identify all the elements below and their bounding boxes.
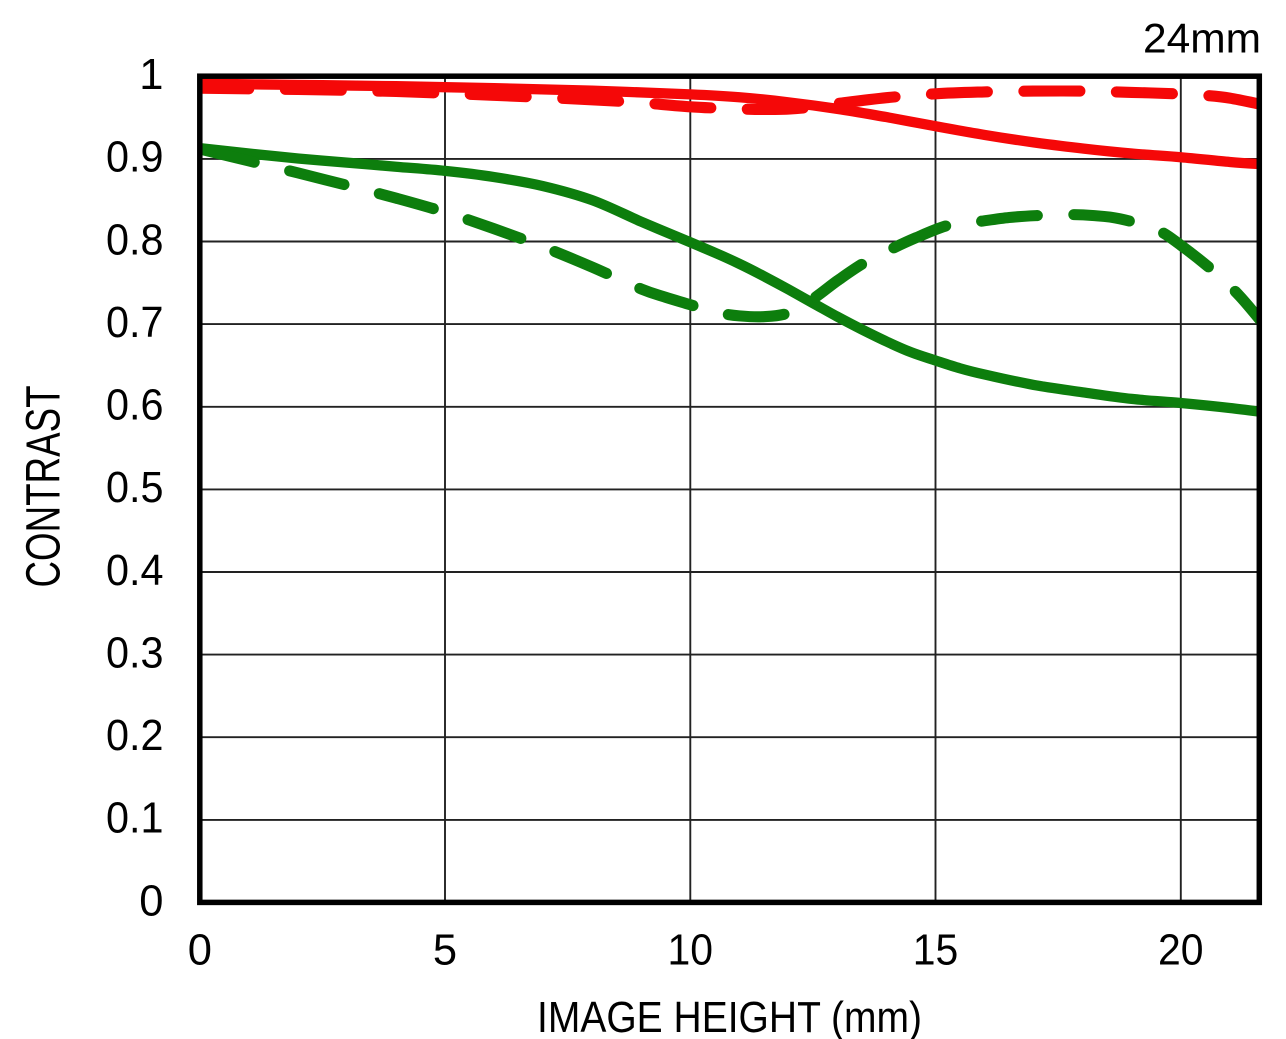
- svg-text:24mm: 24mm: [1143, 15, 1261, 62]
- svg-text:CONTRAST: CONTRAST: [18, 386, 71, 588]
- svg-text:5: 5: [433, 927, 457, 975]
- svg-text:0.1: 0.1: [106, 795, 164, 843]
- svg-text:0.9: 0.9: [106, 134, 164, 182]
- svg-text:0.6: 0.6: [106, 382, 164, 430]
- svg-text:1: 1: [139, 51, 163, 99]
- svg-text:0.3: 0.3: [106, 629, 164, 677]
- svg-text:0.2: 0.2: [106, 712, 164, 760]
- svg-text:0: 0: [139, 877, 163, 925]
- svg-text:10: 10: [668, 927, 714, 975]
- svg-text:0.5: 0.5: [106, 464, 164, 512]
- svg-text:0.7: 0.7: [106, 299, 164, 347]
- svg-text:15: 15: [913, 927, 959, 975]
- svg-text:0.8: 0.8: [106, 216, 164, 264]
- svg-text:0: 0: [188, 927, 212, 975]
- svg-text:20: 20: [1158, 927, 1204, 975]
- svg-text:0.4: 0.4: [106, 547, 164, 595]
- svg-text:IMAGE HEIGHT (mm): IMAGE HEIGHT (mm): [537, 994, 922, 1039]
